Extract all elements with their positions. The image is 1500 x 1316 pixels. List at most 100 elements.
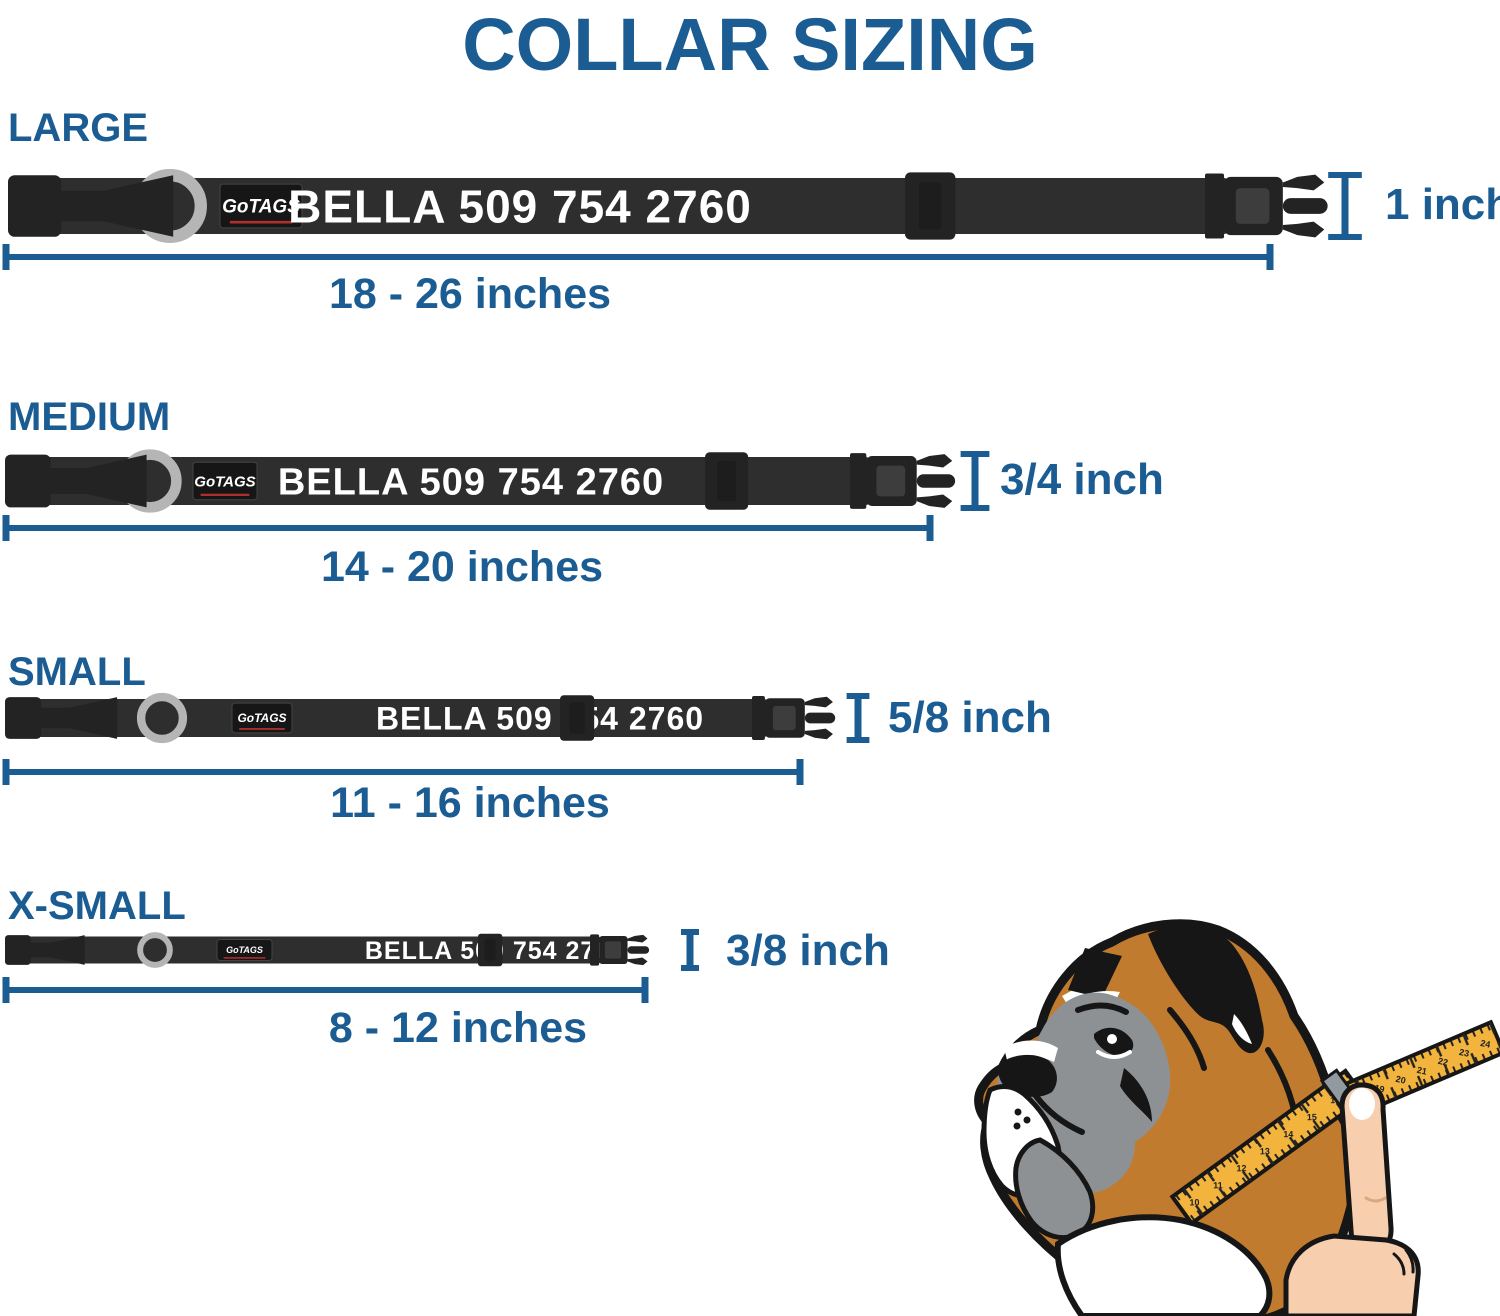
brand-logo-text: GoTAGS — [194, 473, 255, 490]
buckle-male-inset — [772, 705, 796, 731]
buckle-prong-bottom — [916, 494, 953, 508]
size-label-small: SMALL — [8, 650, 146, 694]
buckle-female-body — [5, 454, 51, 508]
slider-inset — [919, 182, 942, 230]
buckle-female-neck — [38, 468, 94, 494]
buckle-prong-bottom — [1282, 221, 1325, 238]
tape-number: 24 — [1479, 1038, 1491, 1050]
size-label-medium: MEDIUM — [8, 395, 171, 439]
slider-inset — [569, 702, 585, 734]
collar-personalization-text: BELLA 509 754 2760 — [376, 701, 704, 737]
tape-number: 11 — [1213, 1180, 1223, 1190]
brand-patch — [219, 183, 303, 229]
dog-freckle — [1014, 1108, 1022, 1116]
brand-patch — [231, 702, 293, 734]
buckle-female-neck — [23, 942, 55, 958]
size-label-xsmall: X-SMALL — [8, 884, 186, 928]
size-label-large: LARGE — [8, 106, 148, 150]
buckle-female-body — [8, 175, 62, 237]
dog-chest — [1054, 1214, 1273, 1316]
tape-number: 20 — [1395, 1074, 1407, 1086]
tape-number: 22 — [1437, 1056, 1449, 1068]
collar-personalization-text: BELLA 509 754 2760 — [288, 181, 752, 233]
buckle-prong-top — [627, 934, 648, 943]
dog-measuring-illustration: 10111213141516 18192021222324 — [974, 919, 1500, 1316]
collar-personalization-text: BELLA 509 754 2760 — [278, 462, 664, 504]
buckle-tongue — [627, 946, 650, 954]
buckle-female-flare — [50, 935, 85, 965]
tape-number: 19 — [1374, 1083, 1386, 1095]
buckle-male-inset — [604, 941, 622, 959]
dog-ear-notch — [1232, 1014, 1252, 1044]
range-label-small: 11 - 16 inches — [330, 779, 610, 827]
buckle-male-clamp — [752, 695, 765, 741]
buckle-male-clamp — [850, 453, 867, 509]
tape-number: 12 — [1236, 1163, 1246, 1173]
tape-number: 13 — [1260, 1146, 1270, 1156]
collar-d-ring — [136, 692, 188, 744]
dog-jowl-flap — [1013, 1137, 1096, 1240]
tape-number: 10 — [1189, 1197, 1199, 1207]
dog-freckle — [1013, 1122, 1021, 1130]
tape-number: 21 — [1416, 1065, 1428, 1077]
dog-eye-lowlid — [1096, 1050, 1132, 1059]
brand-patch — [192, 461, 258, 501]
range-label-large: 18 - 26 inches — [328, 270, 612, 318]
dog-neck-crease — [1167, 1007, 1207, 1071]
brand-logo-text: GoTAGS — [222, 197, 300, 218]
dog-mouth-line — [1033, 1093, 1085, 1135]
range-label-medium: 14 - 20 inches — [320, 543, 604, 591]
buckle-female-flare — [103, 175, 174, 237]
knuckle-crease — [1404, 1248, 1415, 1274]
dog-eye-glint — [1107, 1034, 1117, 1044]
width-label-large: 1 inch — [1385, 180, 1500, 229]
buckle-tongue — [1282, 198, 1328, 214]
collar-d-ring — [137, 932, 173, 968]
buckle-tongue — [916, 474, 956, 488]
fingernail — [1349, 1088, 1375, 1120]
brand-logo-text: GoTAGS — [226, 945, 263, 955]
range-label-xsmall: 8 - 12 inches — [328, 1004, 588, 1052]
collar-medium: GoTAGS BELLA 509 754 2760 — [2, 449, 990, 541]
buckle-prong-top — [804, 696, 833, 708]
dog-left-ear — [1068, 948, 1122, 998]
finger-crease — [1364, 1196, 1387, 1203]
knuckle-crease — [1392, 1252, 1406, 1276]
slider-inset — [484, 938, 496, 962]
brand-underline — [229, 220, 293, 224]
buckle-male-clamp — [1205, 173, 1225, 239]
buckle-male-inset — [1235, 188, 1270, 224]
buckle-female-body — [5, 935, 31, 965]
buckle-prong-top — [916, 454, 953, 468]
width-label-small: 5/8 inch — [888, 693, 1052, 742]
width-label-medium: 3/4 inch — [1000, 455, 1164, 504]
buckle-female-flare — [69, 697, 118, 739]
buckle-prong-top — [1282, 174, 1325, 191]
collar-band — [18, 936, 601, 964]
buckle-prong-bottom — [627, 957, 648, 966]
tape-number: 14 — [1283, 1129, 1293, 1139]
buckle-female-neck — [31, 707, 76, 729]
tape-number: 15 — [1307, 1112, 1317, 1122]
buckle-male-clamp — [590, 934, 600, 966]
tape-number: 23 — [1458, 1047, 1470, 1059]
brand-patch — [216, 938, 273, 962]
brand-underline — [200, 493, 250, 496]
slider-inset — [717, 460, 737, 502]
brand-underline — [223, 957, 266, 959]
width-label-xsmall: 3/8 inch — [726, 926, 890, 975]
dog-brow-streak — [1075, 1002, 1129, 1015]
collar-small: GoTAGS BELLA 509 754 2760 — [2, 692, 870, 785]
buckle-female-flare — [86, 454, 147, 508]
page-title: COLLAR SIZING — [462, 3, 1038, 86]
dog-freckle — [1023, 1116, 1031, 1124]
buckle-prong-bottom — [804, 728, 833, 740]
hand-fist — [1283, 1233, 1421, 1316]
buckle-female-neck — [47, 190, 112, 222]
buckle-male-inset — [876, 465, 906, 497]
brand-logo-text: GoTAGS — [237, 711, 286, 725]
